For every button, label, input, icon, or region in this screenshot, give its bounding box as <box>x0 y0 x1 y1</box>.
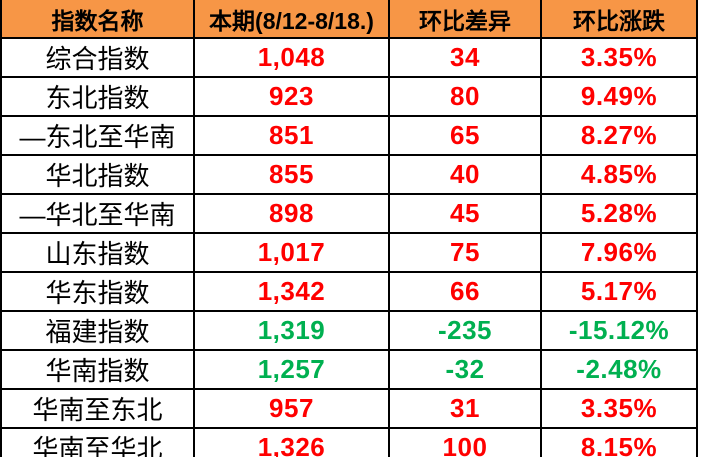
pct-value: 7.96% <box>540 232 698 273</box>
diff-value: 65 <box>388 115 542 156</box>
pct-value: -15.12% <box>540 310 698 351</box>
table-row: —东北至华南 851 65 8.27% <box>0 115 698 156</box>
diff-value: 34 <box>388 37 542 78</box>
row-label: 华南至华北 <box>0 427 195 457</box>
column-header-1: 本期(8/12-8/18.) <box>193 0 390 39</box>
current-value: 1,326 <box>193 427 390 457</box>
table-row: 综合指数 1,048 34 3.35% <box>0 37 698 78</box>
column-header-2: 环比差异 <box>388 0 542 39</box>
table-row: 华南至华北 1,326 100 8.15% <box>0 427 698 457</box>
table-row: 华北指数 855 40 4.85% <box>0 154 698 195</box>
current-value: 855 <box>193 154 390 195</box>
table-row: 东北指数 923 80 9.49% <box>0 76 698 117</box>
header-row: 指数名称 本期(8/12-8/18.) 环比差异 环比涨跌 <box>0 0 698 39</box>
row-label: 福建指数 <box>0 310 195 351</box>
current-value: 923 <box>193 76 390 117</box>
current-value: 1,257 <box>193 349 390 390</box>
diff-value: 40 <box>388 154 542 195</box>
current-value: 1,342 <box>193 271 390 312</box>
row-label: 华东指数 <box>0 271 195 312</box>
column-header-3: 环比涨跌 <box>540 0 698 39</box>
table-row: 福建指数 1,319 -235 -15.12% <box>0 310 698 351</box>
table-body: 综合指数 1,048 34 3.35% 东北指数 923 80 9.49% —东北至华南 851 6… <box>0 37 698 457</box>
row-label: 东北指数 <box>0 76 195 117</box>
table-row: 山东指数 1,017 75 7.96% <box>0 232 698 273</box>
current-value: 898 <box>193 193 390 234</box>
current-value: 1,319 <box>193 310 390 351</box>
table-row: 华东指数 1,342 66 5.17% <box>0 271 698 312</box>
pct-value: 3.35% <box>540 37 698 78</box>
pct-value: 8.27% <box>540 115 698 156</box>
pct-value: 8.15% <box>540 427 698 457</box>
diff-value: 66 <box>388 271 542 312</box>
row-label: —东北至华南 <box>0 115 195 156</box>
column-header-0: 指数名称 <box>0 0 195 39</box>
pct-value: 4.85% <box>540 154 698 195</box>
row-label: 华南至东北 <box>0 388 195 429</box>
diff-value: -32 <box>388 349 542 390</box>
diff-value: 45 <box>388 193 542 234</box>
table-row: 华南指数 1,257 -32 -2.48% <box>0 349 698 390</box>
current-value: 1,017 <box>193 232 390 273</box>
row-label: —华北至华南 <box>0 193 195 234</box>
current-value: 851 <box>193 115 390 156</box>
row-label: 华北指数 <box>0 154 195 195</box>
pct-value: 9.49% <box>540 76 698 117</box>
row-label: 华南指数 <box>0 349 195 390</box>
table-row: —华北至华南 898 45 5.28% <box>0 193 698 234</box>
row-label: 山东指数 <box>0 232 195 273</box>
pct-value: 5.28% <box>540 193 698 234</box>
table-row: 华南至东北 957 31 3.35% <box>0 388 698 429</box>
diff-value: 31 <box>388 388 542 429</box>
row-label: 综合指数 <box>0 37 195 78</box>
current-value: 957 <box>193 388 390 429</box>
pct-value: 3.35% <box>540 388 698 429</box>
pct-value: 5.17% <box>540 271 698 312</box>
pct-value: -2.48% <box>540 349 698 390</box>
diff-value: -235 <box>388 310 542 351</box>
diff-value: 100 <box>388 427 542 457</box>
diff-value: 75 <box>388 232 542 273</box>
current-value: 1,048 <box>193 37 390 78</box>
diff-value: 80 <box>388 76 542 117</box>
